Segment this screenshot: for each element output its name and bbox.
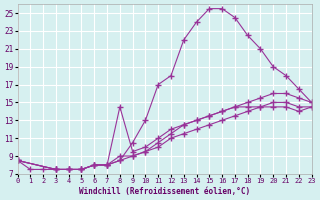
X-axis label: Windchill (Refroidissement éolien,°C): Windchill (Refroidissement éolien,°C) (79, 187, 250, 196)
